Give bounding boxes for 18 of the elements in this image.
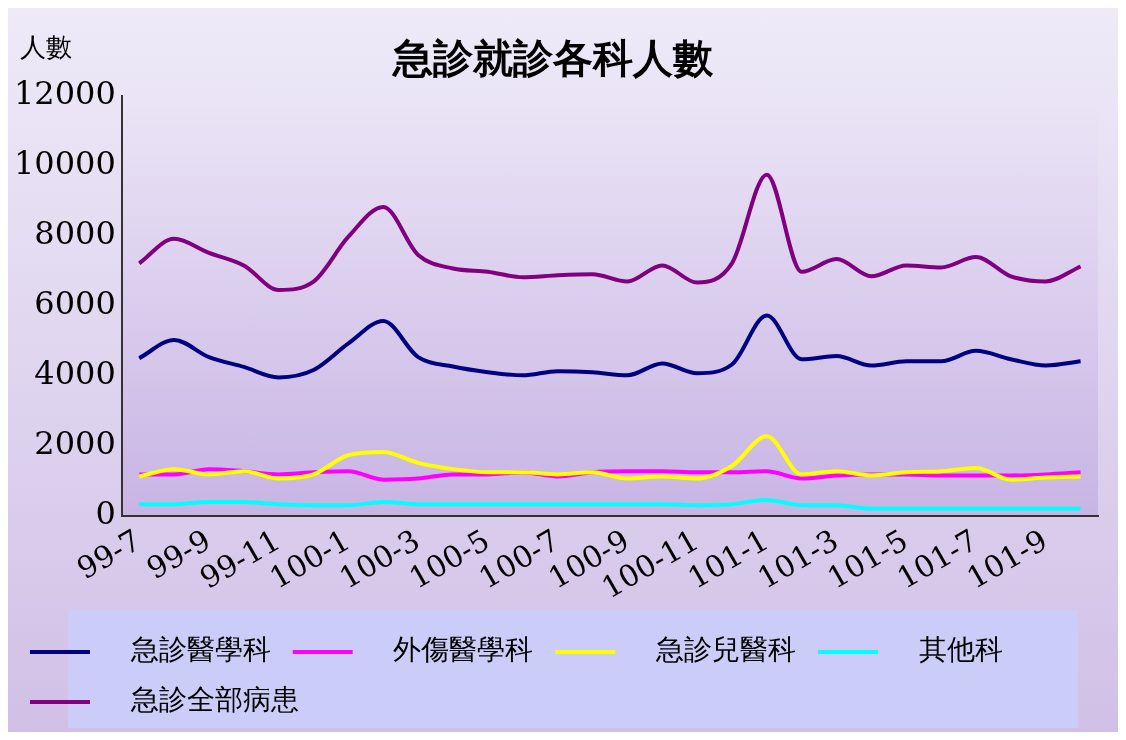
y-tick-label: 12000 xyxy=(14,74,116,113)
legend-label: 急診全部病患 xyxy=(104,683,299,717)
line-series xyxy=(137,434,1083,482)
legend-label: 其他科 xyxy=(892,633,1003,667)
line-series xyxy=(137,172,1083,292)
y-tick-label: 2000 xyxy=(34,424,116,463)
y-tick-label: 6000 xyxy=(34,284,116,323)
y-tick-label: 8000 xyxy=(34,214,116,253)
y-tick-label: 10000 xyxy=(14,144,116,183)
chart-title: 急診就診各科人數 xyxy=(391,34,714,82)
line-series xyxy=(137,313,1083,380)
line-series xyxy=(137,497,1083,511)
y-axis-title: 人數 xyxy=(20,31,72,62)
legend-label: 外傷醫學科 xyxy=(366,633,534,667)
legend-label: 急診兒醫科 xyxy=(629,633,797,667)
y-tick-label: 4000 xyxy=(34,354,116,393)
legend-label: 急診醫學科 xyxy=(104,633,271,667)
y-tick-label: 0 xyxy=(95,494,116,533)
